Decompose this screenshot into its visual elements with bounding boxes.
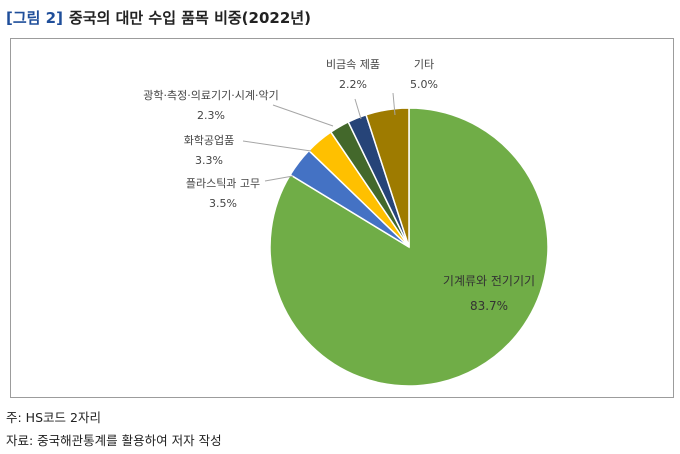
- leader-line: [264, 175, 294, 182]
- figure-number: [그림 2]: [6, 8, 63, 27]
- slice-label-value: 5.0%: [410, 78, 438, 91]
- source-note: 자료: 중국해관통계를 활용하여 저자 작성: [6, 433, 222, 448]
- slice-label-value: 3.5%: [209, 197, 237, 210]
- slice-label-value: 2.3%: [197, 109, 225, 122]
- slice-label-value: 2.2%: [339, 78, 367, 91]
- pie-slice: [365, 107, 410, 248]
- slice-label-name: 플라스틱과 고무: [186, 177, 260, 190]
- slice-label-value: 83.7%: [470, 299, 508, 313]
- slice-label-name: 기타: [414, 58, 434, 71]
- leader-line: [272, 104, 334, 127]
- slice-label-value: 3.3%: [195, 154, 223, 167]
- slice-label-name: 화학공업품: [184, 134, 235, 147]
- chart-frame: 기계류와 전기기기 83.7% 플라스틱과 고무 3.5% 화학공업품 3.3% 광학·측정…: [10, 38, 674, 398]
- pie-chart: 기계류와 전기기기 83.7% 플라스틱과 고무 3.5% 화학공업품 3.3% 광학·측정…: [143, 58, 549, 387]
- leader-line: [354, 98, 362, 120]
- figure-title: 중국의 대만 수입 품목 비중(2022년): [68, 8, 311, 27]
- footnote: 주: HS코드 2자리: [6, 410, 101, 425]
- slice-label-name: 비금속 제품: [326, 58, 380, 71]
- slice-label-name: 기계류와 전기기기: [443, 274, 535, 288]
- leader-line: [392, 92, 396, 116]
- leader-line: [242, 140, 312, 152]
- figure-title-row: [그림 2] 중국의 대만 수입 품목 비중(2022년): [6, 4, 311, 30]
- slice-label-name: 광학·측정·의료기기·시계·악기: [143, 89, 278, 102]
